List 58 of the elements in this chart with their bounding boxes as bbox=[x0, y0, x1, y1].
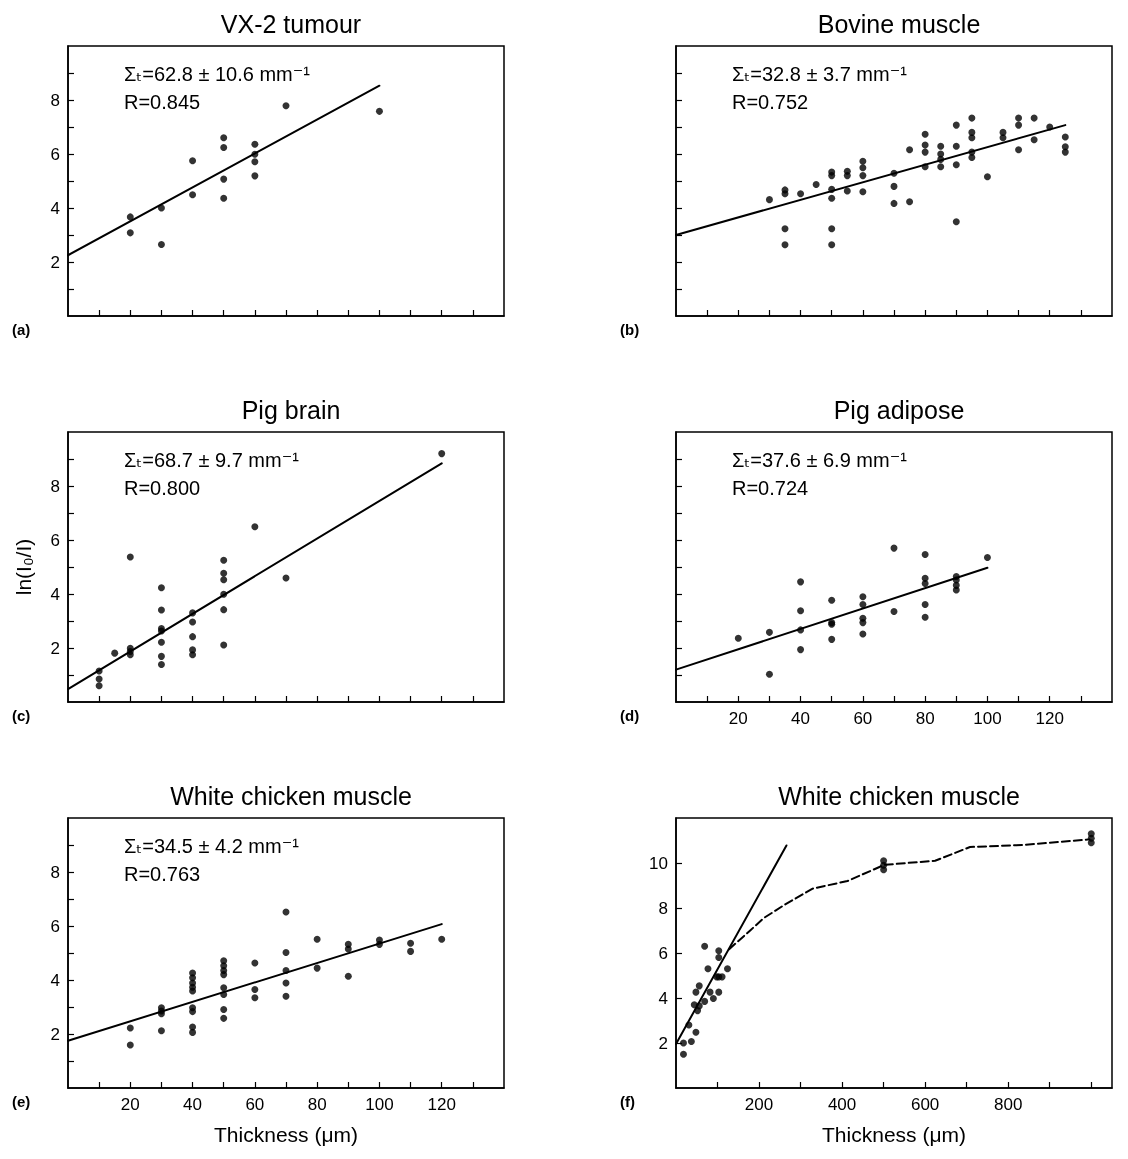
annotation: R=0.845 bbox=[124, 91, 201, 113]
x-tick-label: 40 bbox=[183, 1095, 203, 1114]
y-tick-label: 2 bbox=[50, 1024, 60, 1044]
annotation: Σₜ=62.8 ± 10.6 mm⁻¹ bbox=[124, 63, 311, 85]
y-tick-label: 4 bbox=[50, 584, 60, 604]
text: (e) bbox=[12, 1093, 31, 1110]
x-tick-label: 60 bbox=[853, 709, 873, 728]
annotation: R=0.724 bbox=[732, 477, 809, 499]
x-tick-label: 20 bbox=[120, 1095, 140, 1114]
x-tick-label: 100 bbox=[973, 709, 1002, 728]
x-tick-label: 80 bbox=[307, 1095, 327, 1114]
chart-title: Pig brain bbox=[241, 395, 341, 424]
x-axis-title: Thickness (μm) bbox=[822, 1123, 966, 1146]
y-tick-label: 2 bbox=[50, 252, 60, 272]
y-tick-label: 6 bbox=[50, 916, 60, 936]
x-tick-label: 800 bbox=[994, 1095, 1023, 1114]
y-tick-label: 8 bbox=[50, 90, 60, 110]
chart-title: VX-2 tumour bbox=[220, 9, 362, 38]
annotation: Σₜ=34.5 ± 4.2 mm⁻¹ bbox=[124, 835, 300, 857]
x-tick-label: 80 bbox=[915, 709, 935, 728]
text: (d) bbox=[620, 707, 640, 724]
y-tick-label: 8 bbox=[658, 898, 668, 918]
text: (f) bbox=[620, 1093, 635, 1110]
x-axis-title: Thickness (μm) bbox=[214, 1123, 358, 1146]
y-tick-label: 2 bbox=[50, 638, 60, 658]
x-tick-label: 120 bbox=[1035, 709, 1064, 728]
text: (a) bbox=[12, 321, 31, 338]
y-axis-title: ln(I₀/I) bbox=[12, 538, 35, 596]
annotation: R=0.800 bbox=[124, 477, 201, 499]
y-tick-label: 4 bbox=[50, 970, 60, 990]
annotation: Σₜ=37.6 ± 6.9 mm⁻¹ bbox=[732, 449, 908, 471]
annotation: R=0.752 bbox=[732, 91, 809, 113]
y-tick-label: 4 bbox=[50, 198, 60, 218]
y-tick-label: 6 bbox=[658, 943, 668, 963]
x-tick-label: 100 bbox=[365, 1095, 394, 1114]
chart-title: White chicken muscle bbox=[778, 781, 1020, 810]
x-tick-label: 600 bbox=[910, 1095, 940, 1114]
y-tick-label: 6 bbox=[50, 144, 60, 164]
x-tick-label: 20 bbox=[728, 709, 748, 728]
y-tick-label: 4 bbox=[658, 988, 668, 1008]
y-tick-label: 8 bbox=[50, 862, 60, 882]
x-tick-label: 120 bbox=[427, 1095, 456, 1114]
x-tick-label: 400 bbox=[827, 1095, 857, 1114]
chart-title: Bovine muscle bbox=[817, 9, 981, 38]
annotation: R=0.763 bbox=[124, 863, 201, 885]
text: (b) bbox=[620, 321, 640, 338]
y-tick-label: 2 bbox=[658, 1033, 668, 1053]
annotation: Σₜ=68.7 ± 9.7 mm⁻¹ bbox=[124, 449, 300, 471]
y-tick-label: 10 bbox=[649, 853, 668, 873]
x-tick-label: 40 bbox=[791, 709, 811, 728]
chart-title: White chicken muscle bbox=[170, 781, 412, 810]
chart-title: Pig adipose bbox=[833, 395, 965, 424]
y-tick-label: 6 bbox=[50, 530, 60, 550]
text: (c) bbox=[12, 707, 31, 724]
x-tick-label: 60 bbox=[245, 1095, 265, 1114]
y-tick-label: 8 bbox=[50, 476, 60, 496]
annotation: Σₜ=32.8 ± 3.7 mm⁻¹ bbox=[732, 63, 908, 85]
x-tick-label: 200 bbox=[744, 1095, 774, 1114]
